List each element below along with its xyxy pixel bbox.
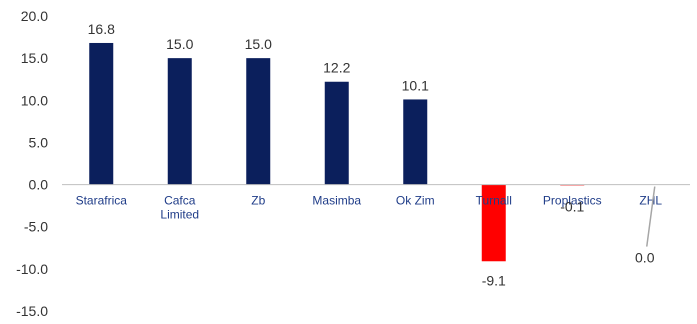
data-label: 10.1 [402, 77, 429, 93]
data-label: 0.0 [635, 250, 655, 266]
y-tick-label: 0.0 [29, 177, 49, 193]
leader-line [646, 186, 656, 247]
bars [89, 42, 585, 262]
x-tick-label: Zb [251, 194, 265, 208]
bar [324, 81, 349, 185]
data-labels: 16.8 15.0 15.0 12.2 10.1 -9.1 -0.1 0.0 [88, 21, 655, 288]
x-tick-label: Turnall [476, 194, 512, 208]
x-tick-label: Cafca Limited [160, 194, 199, 222]
x-axis-labels: Starafrica Cafca Limited Zb Masimba Ok Zim Tur… [76, 194, 663, 222]
y-tick-label: 15.0 [21, 50, 48, 66]
y-tick-label: 5.0 [29, 134, 49, 150]
y-axis: 20.0 15.0 10.0 5.0 0.0 -5.0 -10.0 -15.0 [16, 8, 48, 319]
leader-lines [646, 186, 656, 247]
data-label: 16.8 [88, 21, 115, 37]
bar [89, 42, 114, 185]
x-tick-label: ZHL [639, 194, 662, 208]
y-tick-label: -5.0 [24, 219, 48, 235]
bar [403, 99, 428, 185]
x-tick-label: Ok Zim [396, 194, 435, 208]
y-tick-label: 20.0 [21, 8, 48, 24]
data-label: 15.0 [245, 36, 272, 52]
data-label: 12.2 [323, 60, 350, 76]
bar [167, 58, 192, 185]
x-tick-label: Starafrica [76, 194, 128, 208]
data-label: 15.0 [166, 36, 193, 52]
x-tick-label: Proplastics [543, 194, 602, 208]
bar [246, 58, 271, 185]
y-tick-label: 10.0 [21, 92, 48, 108]
y-tick-label: -10.0 [16, 261, 48, 277]
bar [481, 184, 506, 262]
data-label: -9.1 [482, 272, 506, 288]
y-tick-label: -15.0 [16, 303, 48, 319]
x-tick-label: Masimba [312, 194, 361, 208]
data-label: -0.1 [560, 199, 584, 215]
